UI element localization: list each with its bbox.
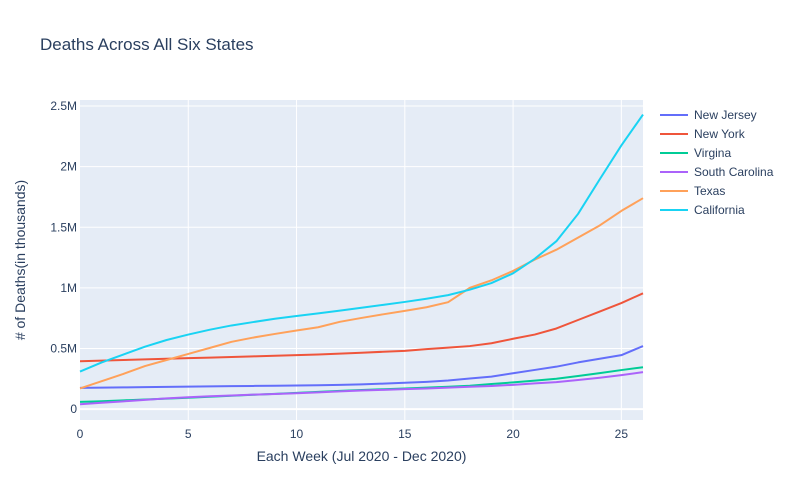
x-tick-label: 5 (185, 427, 192, 441)
x-tick-label: 10 (290, 427, 304, 441)
legend-label: California (694, 203, 745, 217)
y-tick-label: 1M (60, 281, 77, 295)
series-line-california (79, 113, 644, 373)
y-tick-label: 0 (70, 402, 77, 416)
x-axis-label: Each Week (Jul 2020 - Dec 2020) (257, 448, 467, 464)
legend-item[interactable]: New Jersey (660, 108, 757, 122)
plot-area (80, 100, 643, 420)
y-axis-ticks: 0 0.5M 1M 1.5M 2M 2.5M (50, 99, 77, 416)
legend-label: Virgina (694, 146, 731, 160)
x-tick-label: 20 (506, 427, 520, 441)
legend-label: New Jersey (694, 108, 757, 122)
legend[interactable]: New Jersey New York Virgina South Carolina T… (660, 108, 774, 217)
y-tick-label: 2.5M (50, 99, 77, 113)
legend-item[interactable]: South Carolina (660, 165, 774, 179)
x-tick-label: 25 (615, 427, 629, 441)
legend-item[interactable]: California (660, 203, 745, 217)
y-axis-label: # of Deaths(in thousands) (12, 180, 28, 340)
legend-item[interactable]: New York (660, 127, 746, 141)
x-tick-label: 15 (398, 427, 412, 441)
legend-item[interactable]: Virgina (660, 146, 731, 160)
x-axis-ticks: 0 5 10 15 20 25 (77, 427, 629, 441)
series-line-texas (79, 197, 644, 390)
legend-label: New York (694, 127, 746, 141)
series-line-new-jersey (79, 345, 644, 389)
series-line-south-carolina (79, 371, 644, 406)
legend-label: South Carolina (694, 165, 774, 179)
x-tick-label: 0 (77, 427, 84, 441)
legend-item[interactable]: Texas (660, 184, 725, 198)
grid-lines (80, 100, 643, 420)
series-lines (79, 113, 644, 406)
legend-label: Texas (694, 184, 725, 198)
chart-title: Deaths Across All Six States (40, 35, 254, 54)
y-tick-label: 2M (60, 160, 77, 174)
y-tick-label: 0.5M (50, 341, 77, 355)
y-tick-label: 1.5M (50, 220, 77, 234)
